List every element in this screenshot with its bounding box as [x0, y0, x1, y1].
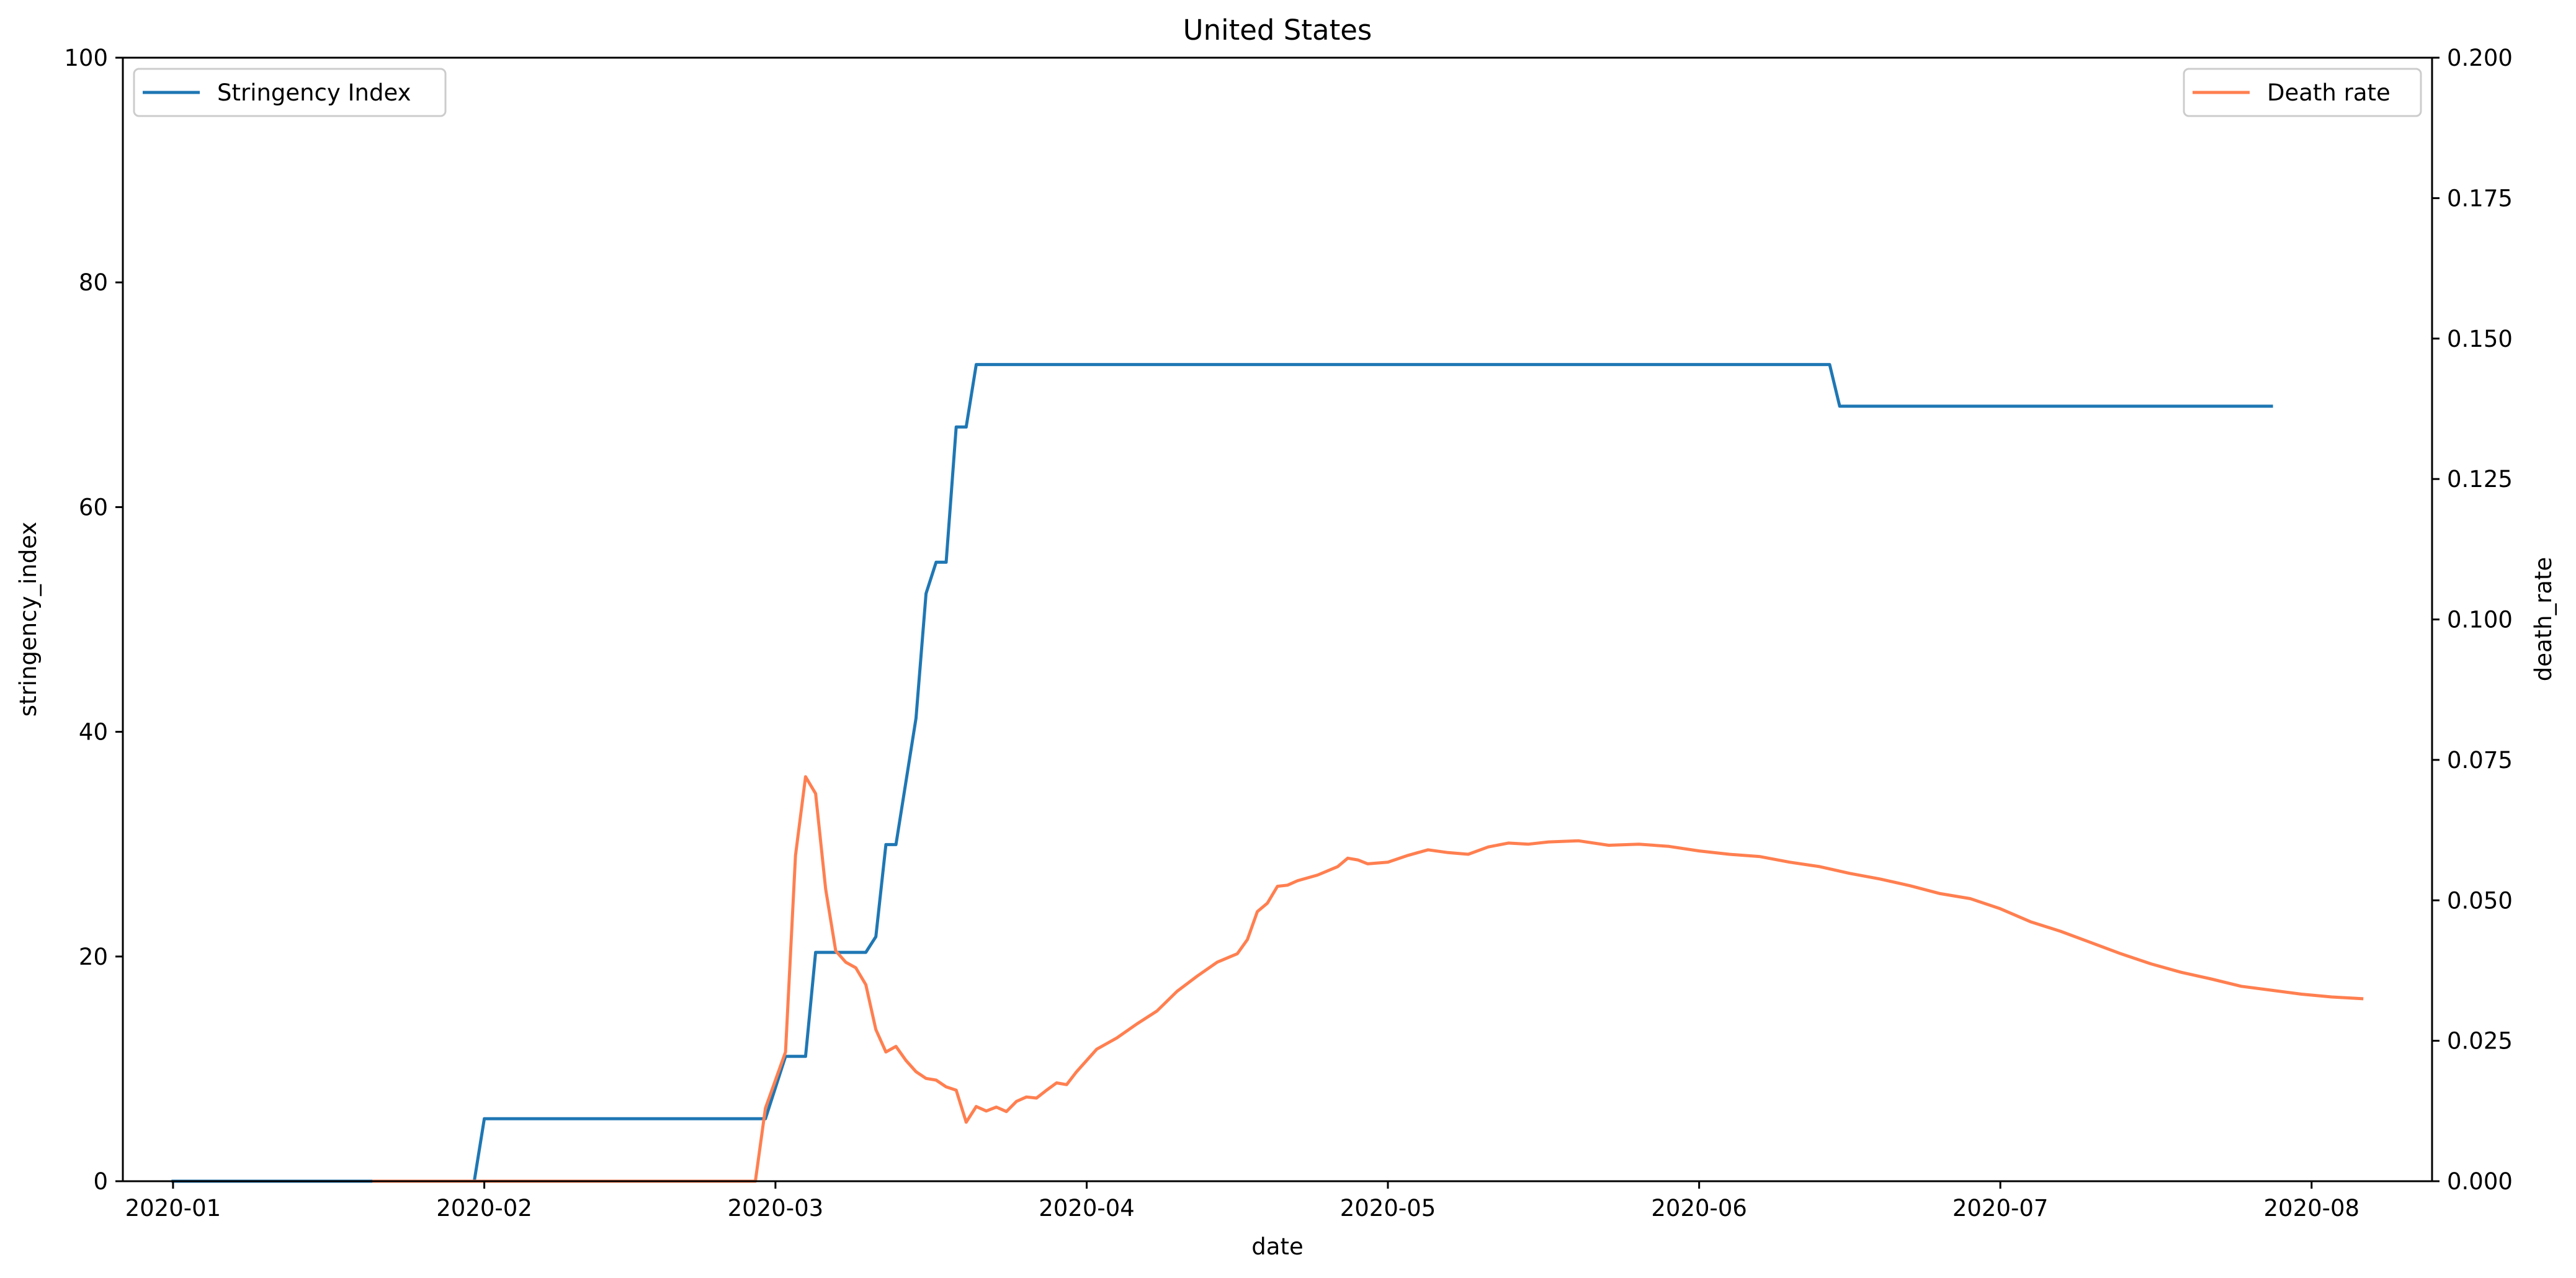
x-tick-label: 2020-06 [1651, 1195, 1747, 1222]
plot-area [123, 58, 2432, 1181]
legend-stringency: Stringency Index [133, 68, 447, 117]
left-y-tick-label: 80 [79, 269, 108, 296]
legend-stringency-box [133, 68, 447, 117]
series-layer [171, 363, 2364, 1183]
left-y-tick-label: 20 [79, 944, 108, 970]
left-y-axis: 0 20 40 60 80 100 [64, 45, 123, 1195]
x-axis: 2020-01 2020-02 2020-03 2020-04 2020-05 2020-… [125, 1181, 2360, 1222]
left-y-tick-label: 60 [79, 494, 108, 521]
x-axis-label: date [1251, 1233, 1303, 1260]
legend-death-rate: Death rate [2183, 68, 2422, 117]
right-y-tick-label: 0.050 [2447, 887, 2513, 914]
right-y-axis: 0.000 0.025 0.050 0.075 0.100 0.125 0.150 0.175… [2432, 45, 2513, 1195]
right-y-tick-label: 0.075 [2447, 747, 2513, 774]
right-y-axis-label: death_rate [2530, 557, 2557, 682]
x-tick-label: 2020-01 [125, 1195, 221, 1222]
left-y-axis-label: stringency_index [15, 522, 42, 717]
right-y-tick-label: 0.025 [2447, 1028, 2513, 1055]
legend-stringency-label: Stringency Index [217, 79, 411, 106]
x-tick-label: 2020-04 [1039, 1195, 1135, 1222]
x-tick-label: 2020-03 [728, 1195, 824, 1222]
x-tick-label: 2020-05 [1340, 1195, 1436, 1222]
right-y-tick-label: 0.150 [2447, 326, 2513, 352]
left-y-tick-label: 40 [79, 719, 108, 746]
chart-title: United States [1183, 14, 1372, 47]
left-y-tick-label: 100 [64, 45, 108, 71]
right-y-tick-label: 0.200 [2447, 45, 2513, 71]
x-tick-label: 2020-02 [436, 1195, 532, 1222]
left-y-tick-label: 0 [93, 1168, 108, 1195]
series-line-stringency-index [171, 363, 2273, 1183]
right-y-tick-label: 0.000 [2447, 1168, 2513, 1195]
legend-death-rate-label: Death rate [2267, 79, 2390, 106]
right-y-tick-label: 0.100 [2447, 607, 2513, 633]
series-line-death-rate [372, 775, 2364, 1183]
x-tick-label: 2020-08 [2264, 1195, 2360, 1222]
legend-death-rate-box [2183, 68, 2422, 117]
x-tick-label: 2020-07 [1952, 1195, 2049, 1222]
right-y-tick-label: 0.125 [2447, 466, 2513, 493]
right-y-tick-label: 0.175 [2447, 185, 2513, 212]
